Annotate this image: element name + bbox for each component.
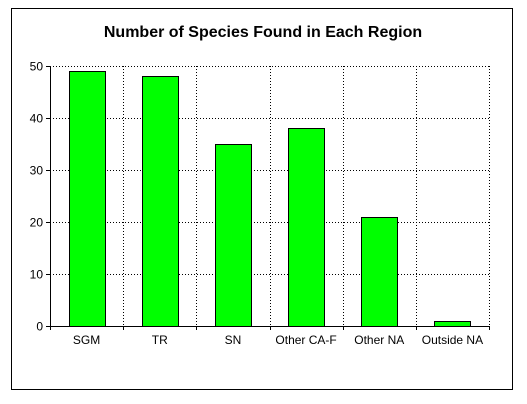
y-tick-label: 40 xyxy=(30,112,44,126)
axes xyxy=(46,66,490,330)
x-tick-label: SGM xyxy=(73,333,100,347)
y-tick-label: 30 xyxy=(30,164,44,178)
y-tick-labels: 0 10 20 30 40 50 xyxy=(30,60,44,334)
y-tick-label: 10 xyxy=(30,268,44,282)
bar-sgm xyxy=(69,71,106,327)
x-tick-label: Outside NA xyxy=(422,333,483,347)
x-tick-label: Other NA xyxy=(354,333,404,347)
y-tick-label: 20 xyxy=(30,216,44,230)
chart-title: Number of Species Found in Each Region xyxy=(104,24,422,41)
y-tick-label: 50 xyxy=(30,60,44,74)
x-tick-label: SN xyxy=(225,333,242,347)
x-tick-labels: SGM TR SN Other CA-F Other NA Outside NA xyxy=(73,333,483,347)
y-tick-label: 0 xyxy=(36,320,43,334)
bar-tr xyxy=(142,76,179,327)
bar-sn xyxy=(215,144,252,327)
x-tick-label: TR xyxy=(152,333,168,347)
bar-other-na xyxy=(361,217,398,327)
x-tick-label: Other CA-F xyxy=(275,333,336,347)
bar-outside-na xyxy=(434,321,471,327)
grid-lines xyxy=(50,66,490,326)
bar-other-ca-f xyxy=(288,128,325,327)
